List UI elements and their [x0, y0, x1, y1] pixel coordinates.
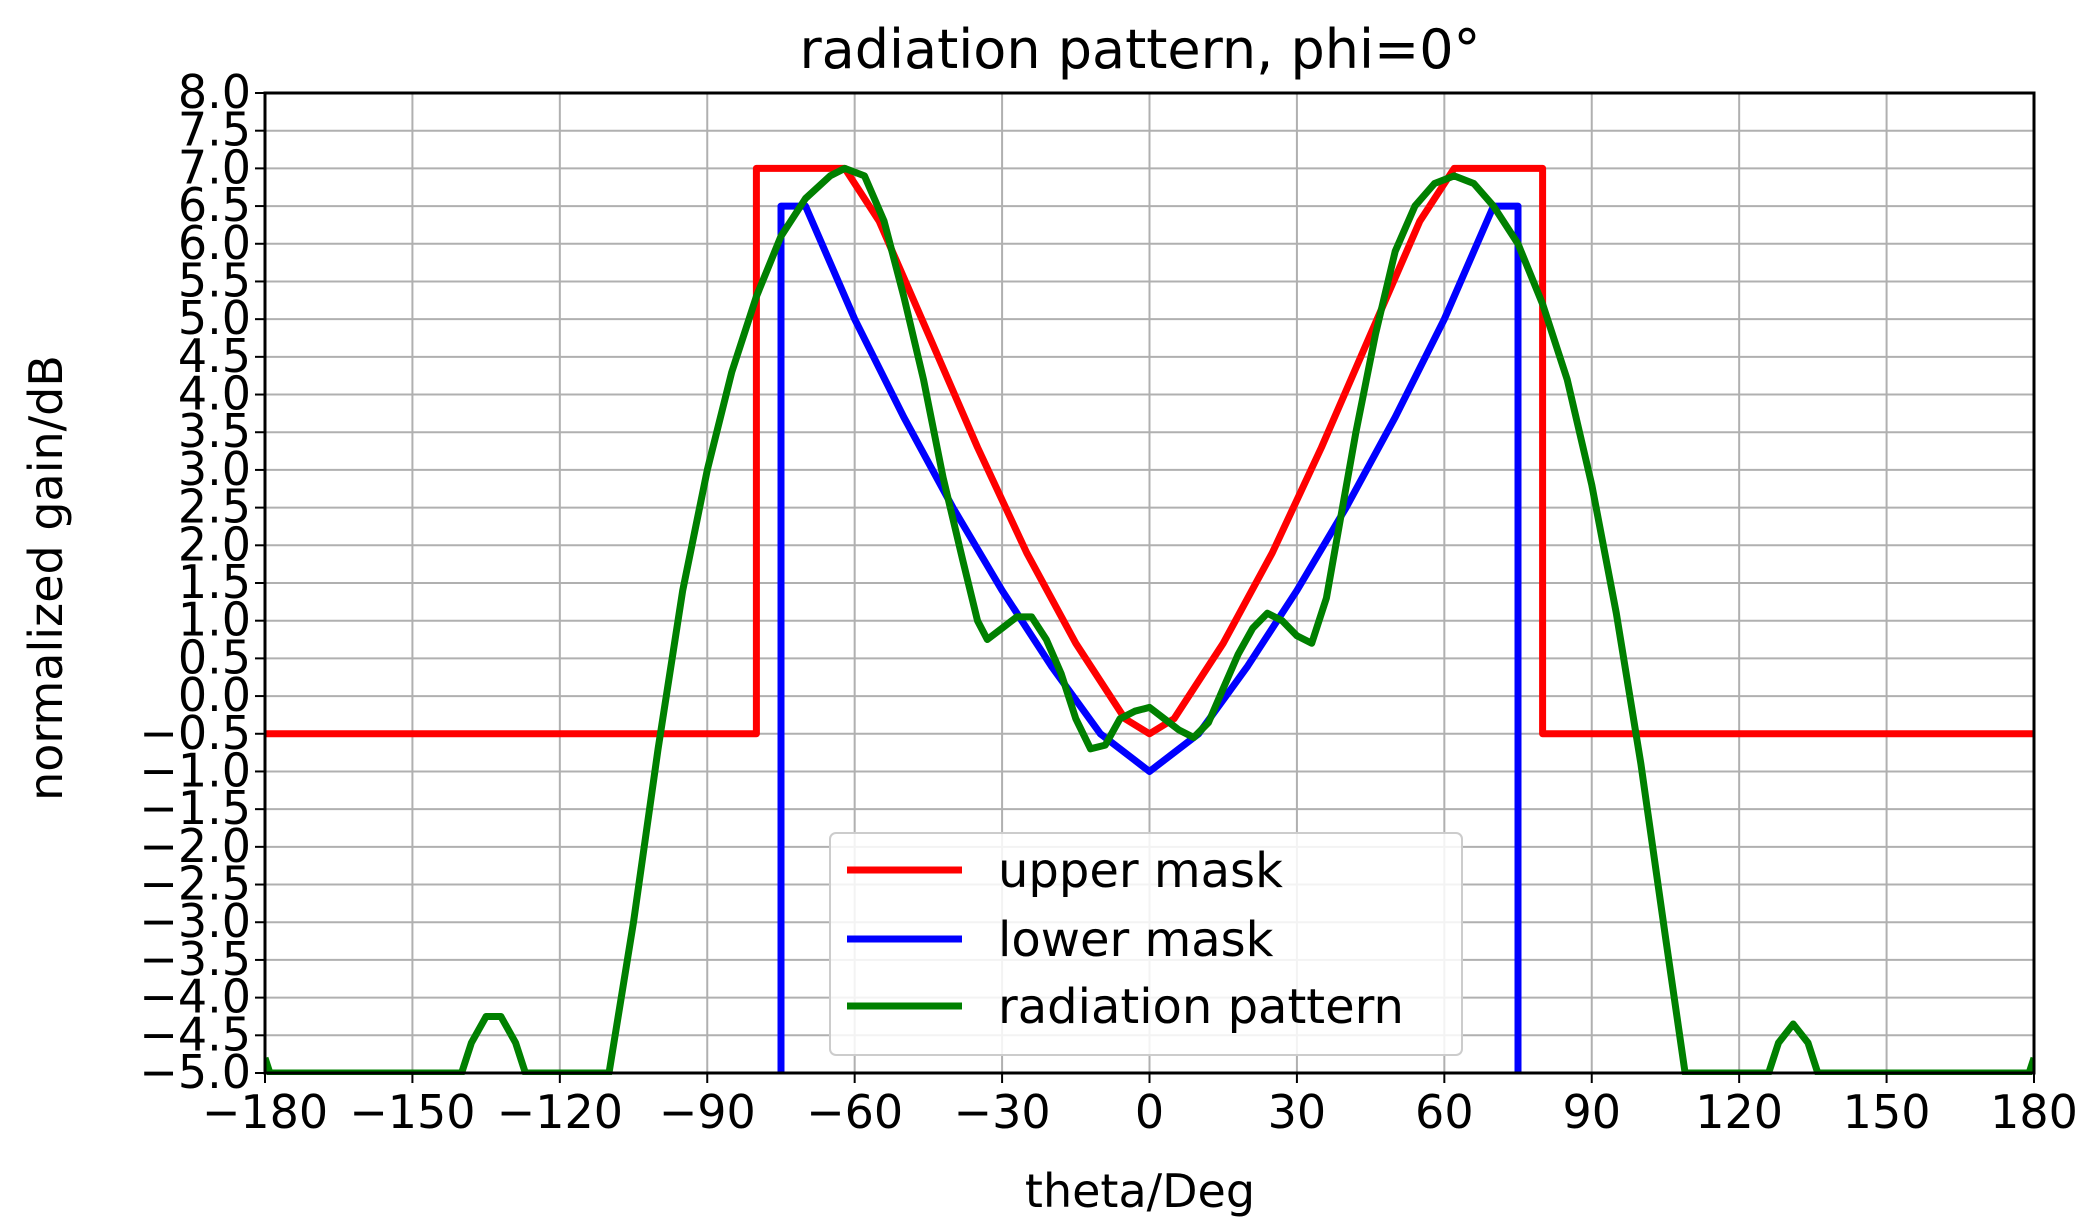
y-tick-label: 2.0 [178, 517, 251, 571]
y-tick-label: −0.5 [139, 706, 251, 760]
y-tick-label: −1.0 [139, 743, 251, 797]
y-tick-label: 7.0 [178, 140, 251, 194]
y-tick-label: 2.5 [178, 480, 251, 534]
x-tick-label: −90 [659, 1085, 756, 1139]
x-tick-label: 30 [1268, 1085, 1327, 1139]
y-tick-label: −4.0 [139, 970, 251, 1024]
y-tick-label: −4.5 [139, 1007, 251, 1061]
x-tick-label: 0 [1135, 1085, 1164, 1139]
x-tick-label: 180 [1990, 1085, 2078, 1139]
y-tick-label: 3.0 [178, 442, 251, 496]
x-tick-label: −60 [806, 1085, 903, 1139]
y-tick-label: −3.0 [139, 894, 251, 948]
x-tick-label: −180 [202, 1085, 328, 1139]
x-tick-label: −120 [497, 1085, 623, 1139]
x-tick-label: 150 [1843, 1085, 1931, 1139]
y-tick-label: 5.5 [178, 253, 251, 307]
x-tick-label: −30 [954, 1085, 1051, 1139]
y-tick-label: −5.0 [139, 1045, 251, 1099]
y-tick-label: −2.0 [139, 819, 251, 873]
series-line-lower-mask [777, 202, 1522, 1073]
y-tick-label: −2.5 [139, 857, 251, 911]
series-line-upper-mask [265, 164, 2034, 738]
x-axis-title: theta/Deg [1025, 1164, 1255, 1218]
x-tick-label: 120 [1695, 1085, 1783, 1139]
y-tick-label: 4.5 [178, 329, 251, 383]
y-tick-label: 4.0 [178, 367, 251, 421]
y-tick-label: 7.5 [178, 103, 251, 157]
y-tick-label: 5.0 [178, 291, 251, 345]
axis-ticks: −180 −150 −120 −90 −60 −30 0 30 60 90 120 150 180 −5.… [139, 65, 2078, 1139]
y-tick-label: −1.5 [139, 781, 251, 835]
y-tick-label: 0.0 [178, 668, 251, 722]
y-tick-label: 1.0 [178, 593, 251, 647]
y-tick-label: 6.5 [178, 178, 251, 232]
chart-title: radiation pattern, phi=0° [799, 18, 1480, 81]
x-tick-label: 60 [1415, 1085, 1474, 1139]
legend-box [829, 832, 1463, 1056]
y-tick-label: 3.5 [178, 404, 251, 458]
legend-label-lower-mask: lower mask [998, 912, 1274, 968]
x-tick-label: 90 [1562, 1085, 1621, 1139]
y-tick-label: 1.5 [178, 555, 251, 609]
y-tick-label: −3.5 [139, 932, 251, 986]
y-axis-title: normalized gain/dB [19, 355, 73, 801]
y-tick-label: 8.0 [178, 65, 251, 119]
legend-label-upper-mask: upper mask [998, 843, 1283, 899]
x-tick-label: −150 [349, 1085, 475, 1139]
series-line-radiation-pattern [265, 164, 2034, 1075]
y-tick-label: 6.0 [178, 216, 251, 270]
y-tick-label: 0.5 [178, 630, 251, 684]
legend-label-radiation-pattern: radiation pattern [998, 979, 1404, 1035]
series-lines [265, 164, 2034, 1075]
legend: upper mask lower mask radiation pattern [829, 832, 1463, 1056]
